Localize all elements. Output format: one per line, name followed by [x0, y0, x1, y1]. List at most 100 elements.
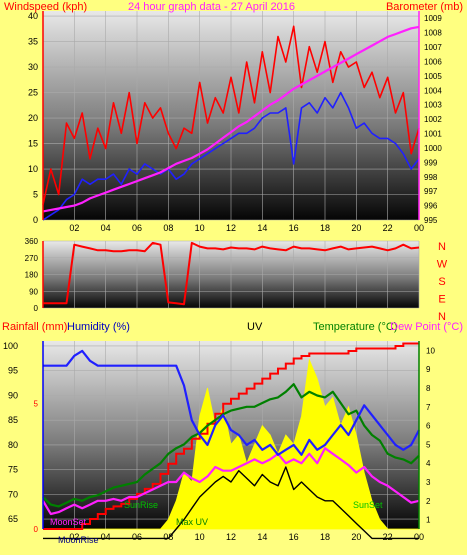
- barometer-y-tick-label: 1003: [424, 101, 442, 110]
- wind-y-tick-labels: 0 5 10 15 20 25 30 35 40: [28, 11, 38, 225]
- barometer-axis-label: Barometer (mb): [386, 1, 463, 13]
- x-tick-label: 08: [163, 223, 173, 233]
- x-tick-label: 12: [226, 532, 236, 542]
- barometer-line: [42, 25, 420, 213]
- barometer-y-tick-label: 1009: [424, 14, 442, 23]
- barometer-y-tick-label: 999: [424, 158, 438, 167]
- uv-series: [43, 358, 419, 530]
- climate-series: [42, 342, 420, 540]
- direction-y-tick-label: 0: [34, 304, 39, 313]
- annotation-sunrise: SunRise: [124, 500, 158, 510]
- x-tick-label: 18: [320, 223, 330, 233]
- barometer-y-tick-label: 1006: [424, 57, 442, 66]
- climate-x-tick-labels: 02 04 06 08 10 12 14 16 18 20 22 00: [69, 532, 424, 542]
- temperature-y-tick-label: 2: [426, 497, 431, 506]
- barometer-y-tick-label: 1007: [424, 43, 442, 52]
- humidity-y-tick-label: 70: [8, 489, 18, 499]
- wind-y-tick-label: 10: [28, 164, 38, 174]
- barometer-y-tick-label: 1008: [424, 29, 442, 38]
- x-tick-label: 12: [226, 223, 236, 233]
- rain-y-tick-label: 5: [34, 400, 39, 409]
- barometer-y-tick-label: 998: [424, 173, 438, 182]
- humidity-y-tick-label: 85: [8, 415, 18, 425]
- x-tick-label: 04: [101, 532, 111, 542]
- temperature-axis-label: Temperature (°C): [313, 321, 397, 333]
- humidity-y-tick-label: 100: [3, 341, 18, 351]
- temperature-line: [42, 383, 420, 508]
- direction-y-tick-label: 180: [25, 271, 39, 280]
- rain-y-tick-label: 0: [34, 525, 39, 534]
- annotation-max-uv: Max UV: [176, 517, 208, 527]
- dewpoint-axis-label: Dew Point (°C): [390, 321, 463, 333]
- x-tick-label: 00: [414, 223, 424, 233]
- graph-title: 24 hour graph data - 27 April 2016: [128, 1, 295, 13]
- compass-label: W: [437, 259, 448, 271]
- x-tick-label: 22: [383, 223, 393, 233]
- barometer-y-tick-label: 995: [424, 216, 438, 225]
- temperature-y-tick-label: 6: [426, 422, 431, 431]
- wind-x-tick-labels: 02 04 06 08 10 12 14 16 18 20 22 00: [69, 223, 424, 233]
- x-tick-label: 16: [289, 223, 299, 233]
- wind-y-tick-label: 5: [33, 190, 38, 200]
- humidity-line: [43, 349, 420, 456]
- wind-axis-label: Windspeed (kph): [4, 1, 87, 13]
- humidity-y-tick-label: 95: [8, 366, 18, 376]
- direction-y-tick-labels: 0 90 180 270 360: [25, 237, 39, 313]
- humidity-y-tick-label: 75: [8, 465, 18, 475]
- barometer-y-tick-label: 1000: [424, 144, 442, 153]
- x-tick-label: 10: [195, 223, 205, 233]
- temperature-y-tick-labels: 1 2 3 4 5 6 7 8 9 10: [426, 346, 435, 524]
- wind-y-tick-label: 40: [28, 11, 38, 21]
- x-tick-label: 06: [132, 532, 142, 542]
- x-tick-label: 02: [69, 223, 79, 233]
- humidity-axis-label: Humidity (%): [67, 321, 130, 333]
- wind-y-tick-label: 25: [28, 88, 38, 98]
- x-tick-label: 10: [195, 532, 205, 542]
- x-tick-label: 14: [257, 223, 267, 233]
- x-tick-label: 08: [163, 532, 173, 542]
- temperature-y-tick-label: 9: [426, 365, 431, 374]
- average-wind-line: [42, 91, 420, 221]
- temperature-y-tick-label: 4: [426, 459, 431, 468]
- temperature-y-tick-label: 5: [426, 440, 431, 449]
- dewpoint-line: [42, 447, 420, 516]
- rain-y-tick-labels: 05: [34, 400, 39, 534]
- barometer-y-tick-label: 997: [424, 187, 438, 196]
- compass-label: N: [438, 241, 446, 253]
- x-tick-label: 20: [351, 532, 361, 542]
- barometer-y-tick-label: 1005: [424, 72, 442, 81]
- direction-y-tick-label: 90: [29, 287, 38, 296]
- annotation-moonrise: MoonRise: [58, 535, 99, 545]
- x-tick-label: 02: [69, 532, 79, 542]
- humidity-y-tick-label: 65: [8, 514, 18, 524]
- wind-y-tick-label: 0: [33, 215, 38, 225]
- annotation-sunset: SunSet: [353, 500, 383, 510]
- compass-label: S: [438, 276, 445, 288]
- wind-series: [42, 25, 420, 221]
- temperature-y-tick-label: 10: [426, 346, 435, 355]
- uv-area: [43, 358, 419, 530]
- compass-label: E: [438, 294, 445, 306]
- temperature-y-tick-label: 8: [426, 384, 431, 393]
- direction-series: [43, 241, 420, 306]
- temperature-y-tick-label: 1: [426, 516, 431, 525]
- x-tick-label: 06: [132, 223, 142, 233]
- x-tick-label: 22: [383, 532, 393, 542]
- x-tick-label: 20: [351, 223, 361, 233]
- humidity-y-tick-labels: 65 70 75 80 85 90 95 100: [3, 341, 18, 524]
- x-tick-label: 14: [257, 532, 267, 542]
- wind-panel-grid: [43, 11, 420, 221]
- x-tick-label: 00: [414, 532, 424, 542]
- direction-y-tick-label: 360: [25, 237, 39, 246]
- annotation-moonset: MoonSet: [50, 517, 87, 527]
- solar-line: [43, 466, 419, 540]
- barometer-y-tick-label: 1002: [424, 115, 442, 124]
- wind-y-tick-label: 15: [28, 139, 38, 149]
- temperature-y-tick-label: 7: [426, 403, 431, 412]
- humidity-y-tick-label: 90: [8, 390, 18, 400]
- barometer-y-tick-label: 1001: [424, 130, 442, 139]
- rainfall-axis-label: Rainfall (mm): [2, 321, 67, 333]
- temperature-y-tick-label: 3: [426, 478, 431, 487]
- barometer-y-tick-label: 996: [424, 202, 438, 211]
